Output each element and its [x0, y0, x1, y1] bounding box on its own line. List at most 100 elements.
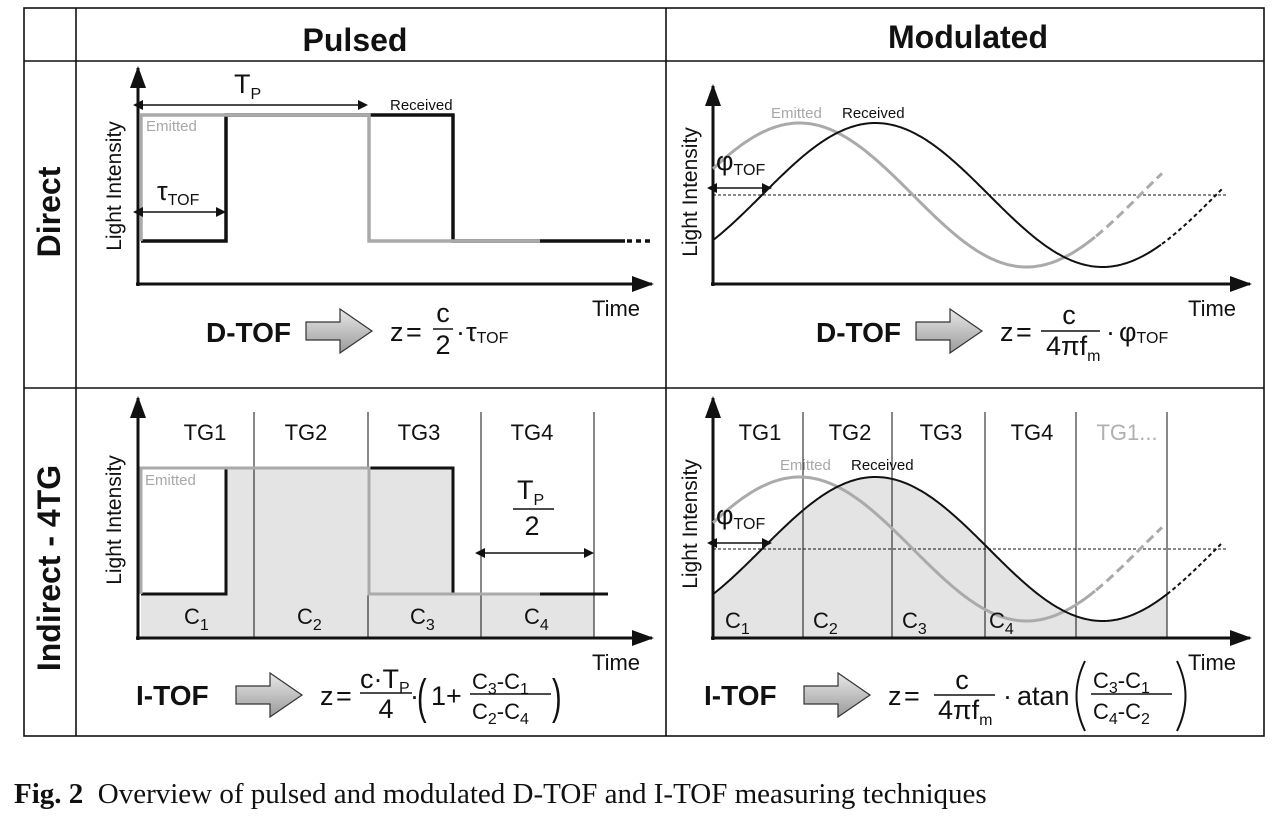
svg-text:c: c — [955, 665, 969, 695]
tau-label: τTOF — [157, 176, 200, 209]
emitted-label: Emitted — [145, 472, 196, 489]
emitted-label: Emitted — [780, 457, 831, 474]
method-label: D-TOF — [206, 317, 291, 348]
charge-label-c4: C4 — [989, 608, 1014, 638]
svg-text:C3-C1: C3-C1 — [1093, 668, 1150, 697]
right-paren — [1176, 660, 1187, 732]
method-label: I-TOF — [704, 680, 777, 711]
charge-label-c4: C4 — [524, 604, 549, 634]
svg-text:=: = — [406, 317, 422, 347]
svg-text:z: z — [1000, 317, 1014, 347]
svg-text:=: = — [904, 681, 920, 711]
svg-text:): ) — [552, 671, 562, 724]
charge-label-c2: C2 — [297, 604, 322, 634]
svg-text:4πfm: 4πfm — [1046, 331, 1100, 365]
y-axis-label: Light Intensity — [103, 121, 126, 251]
figure-caption: Fig. 2 Overview of pulsed and modulated … — [14, 778, 987, 811]
svg-text:z: z — [888, 681, 902, 711]
arrow-icon — [235, 671, 304, 719]
emitted-label: Emitted — [146, 118, 197, 135]
svg-text:2: 2 — [435, 330, 450, 360]
gate-label-tg2: TG2 — [829, 420, 872, 445]
charge-label-c3: C3 — [902, 608, 927, 638]
received-label: Received — [851, 457, 914, 474]
panel-indirect-modulated: Light Intensity Time TG1 TG2 TG3 TG4 TG1… — [679, 396, 1252, 732]
panel-direct-pulsed: Light Intensity Time Emitted Received TP… — [103, 66, 654, 360]
charge-label-c1: C1 — [184, 604, 209, 634]
left-paren — [1075, 660, 1086, 732]
svg-text:1+: 1+ — [431, 681, 462, 711]
emitted-pulse — [139, 466, 540, 596]
gate-label-tg1: TG1 — [184, 420, 227, 445]
charge-label-c1: C1 — [725, 608, 750, 638]
x-axis-label: Time — [592, 650, 640, 675]
formula: z = c·TP 4 · ( 1+ C3-C1 C2-C4 ) — [320, 664, 562, 728]
svg-text:C4-C2: C4-C2 — [1093, 699, 1150, 728]
table-grid — [23, 7, 1265, 737]
received-wave-continuation — [1166, 543, 1222, 595]
received-pulse — [141, 113, 625, 243]
svg-text:=: = — [336, 681, 352, 711]
row-header-direct: Direct — [31, 166, 67, 257]
method-label: I-TOF — [136, 680, 209, 711]
charge-label-c3: C3 — [410, 604, 435, 634]
svg-text:atan: atan — [1017, 681, 1070, 711]
svg-text:C2-C4: C2-C4 — [472, 699, 529, 728]
charge-label-c2: C2 — [813, 608, 838, 638]
y-axis-label: Light Intensity — [103, 455, 126, 585]
formula: z = c 4πfm · φTOF — [1000, 300, 1168, 365]
phase-label: φTOF — [716, 500, 765, 533]
caption-label: Fig. 2 — [14, 778, 84, 810]
x-axis-label: Time — [592, 296, 640, 321]
svg-text:τTOF: τTOF — [466, 317, 509, 347]
svg-text:C3-C1: C3-C1 — [472, 669, 529, 698]
formula: z = c 4πfm · atan C3-C1 C4-C2 — [888, 660, 1187, 732]
column-header-modulated: Modulated — [888, 19, 1048, 55]
caption-text: Overview of pulsed and modulated D-TOF a… — [97, 778, 987, 810]
svg-text:·: · — [1003, 681, 1012, 711]
integration-area — [713, 477, 1167, 637]
svg-text:·: · — [1106, 317, 1115, 347]
received-label: Received — [390, 97, 453, 114]
formula: z = c 2 · τTOF — [390, 298, 509, 360]
svg-text:4: 4 — [378, 694, 393, 724]
row-header-indirect: Indirect - 4TG — [31, 465, 67, 671]
emitted-wave — [711, 475, 1096, 623]
svg-text:4πfm: 4πfm — [938, 695, 992, 729]
svg-text:·: · — [456, 317, 465, 347]
received-wave — [712, 476, 1168, 622]
x-axis-label: Time — [1188, 650, 1236, 675]
gate-label-tg1: TG1 — [739, 420, 782, 445]
gate-label-tg4: TG4 — [511, 420, 554, 445]
panel-indirect-pulsed: Light Intensity Time Emitted TG1 TG2 TG3… — [103, 396, 654, 728]
y-axis-label: Light Intensity — [679, 127, 702, 257]
emitted-wave — [711, 121, 1096, 269]
gate-label-tg2: TG2 — [285, 420, 328, 445]
phase-label: φTOF — [716, 146, 765, 179]
svg-text:c: c — [1062, 300, 1076, 330]
y-axis-label: Light Intensity — [679, 459, 702, 589]
arrow-icon — [803, 671, 872, 719]
received-wave — [712, 122, 1162, 268]
method-label: D-TOF — [816, 317, 901, 348]
svg-text:TP: TP — [517, 475, 544, 509]
svg-text:2: 2 — [524, 511, 539, 541]
tp-label: TP — [234, 69, 261, 103]
gate-label-tg3: TG3 — [920, 420, 963, 445]
emitted-label: Emitted — [771, 105, 822, 122]
gate-label-tg3: TG3 — [398, 420, 441, 445]
gate-label-tg4: TG4 — [1011, 420, 1054, 445]
svg-text:c: c — [436, 298, 450, 328]
half-period-label: TP 2 — [513, 475, 554, 541]
x-axis-label: Time — [1188, 296, 1236, 321]
panel-direct-modulated: Light Intensity Time Emitted Received φT… — [679, 84, 1252, 365]
arrow-icon — [915, 307, 984, 355]
emitted-pulse — [139, 113, 540, 243]
svg-text:·: · — [410, 681, 419, 711]
svg-text:(: ( — [417, 671, 427, 724]
emitted-wave-continuation — [1095, 526, 1164, 592]
received-wave-continuation — [1161, 188, 1223, 245]
gate-label-tg1-next: TG1... — [1096, 420, 1157, 445]
svg-text:z: z — [390, 317, 404, 347]
